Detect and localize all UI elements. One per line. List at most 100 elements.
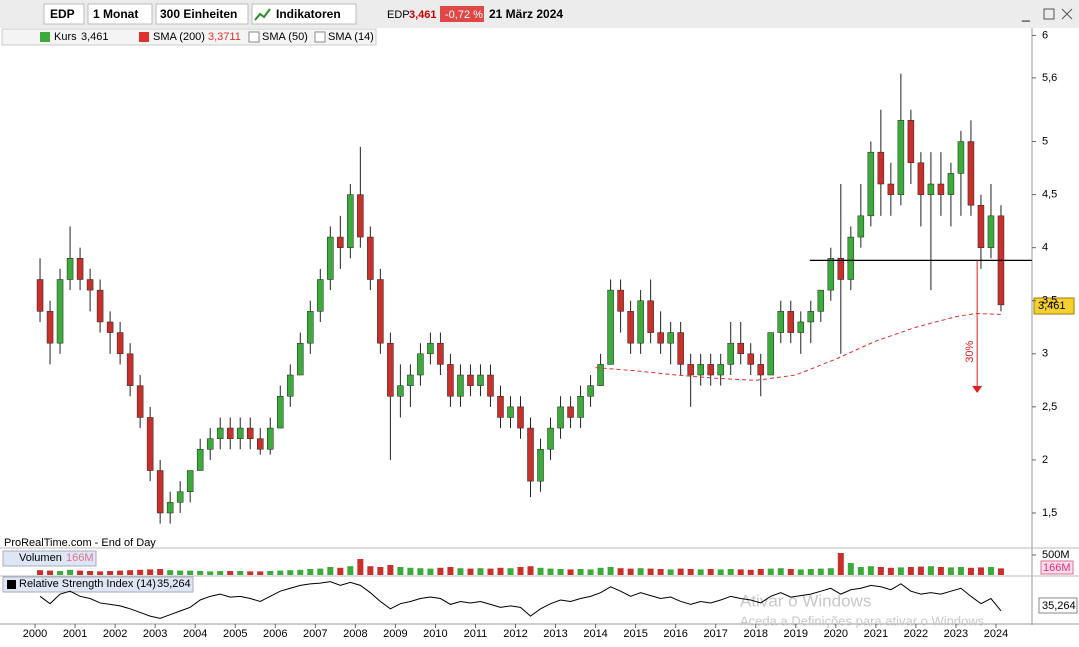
- indicators[interactable]: Indikatoren: [276, 7, 341, 21]
- volume-bar: [87, 571, 94, 575]
- volume-bar: [677, 568, 684, 575]
- y-tick-label: 2: [1042, 454, 1048, 466]
- volume-bar: [917, 566, 924, 575]
- volume-bar: [417, 568, 424, 575]
- x-tick-label: 2007: [303, 628, 327, 640]
- units-box[interactable]: [155, 3, 249, 25]
- y-tick-label: 3: [1042, 348, 1048, 360]
- x-tick-label: 2011: [464, 628, 488, 640]
- x-tick-label: 2000: [23, 628, 47, 640]
- symbol-box[interactable]: [43, 3, 85, 25]
- candle-body: [166, 502, 174, 514]
- volume-bar: [847, 563, 854, 575]
- x-tick-label: 2012: [503, 628, 527, 640]
- source: ProRealTime.com - End of Day: [4, 537, 156, 549]
- volume-bar: [977, 567, 984, 575]
- candle-body: [887, 183, 895, 195]
- x-tick-label: 2022: [904, 628, 928, 640]
- candle-body: [777, 311, 785, 333]
- volume-bar: [687, 569, 694, 575]
- legend-price-value: 3,461: [81, 31, 109, 43]
- volume-bar: [927, 566, 934, 575]
- maximize[interactable]: [1043, 8, 1055, 20]
- quote-change: -0,72 %: [445, 9, 483, 21]
- price-marker-label: 3,461: [1038, 300, 1066, 312]
- candle-body: [307, 311, 314, 344]
- x-tick-label: 2019: [784, 628, 808, 640]
- period-box[interactable]: [87, 3, 153, 25]
- candle-body: [367, 236, 374, 280]
- indicators-icon[interactable]: [254, 8, 271, 21]
- volume-bar: [137, 569, 144, 575]
- volume-marker: [1040, 560, 1074, 575]
- volume-bar: [47, 570, 54, 575]
- volume-bar: [217, 571, 224, 575]
- minimize[interactable]: _: [1021, 6, 1030, 22]
- volume-bar: [407, 567, 414, 575]
- volume-bar: [267, 571, 274, 575]
- volume-bar: [857, 567, 864, 575]
- candle-body: [56, 279, 64, 344]
- candle-body: [46, 311, 54, 344]
- volume-bar: [287, 570, 294, 575]
- candle-body: [837, 258, 845, 280]
- x-tick-label: 2018: [743, 628, 767, 640]
- candle-body: [287, 374, 294, 397]
- candle-body: [697, 364, 704, 376]
- period[interactable]: 1 Monat: [93, 7, 138, 21]
- candle-body: [477, 374, 484, 386]
- volume-bar: [77, 570, 84, 575]
- symbol[interactable]: EDP: [50, 7, 75, 21]
- volume-bar: [937, 567, 944, 575]
- candle-body: [236, 427, 244, 439]
- legend-sma14: SMA (14): [328, 31, 374, 43]
- drop-arrow-head: [972, 386, 983, 394]
- change-badge: [440, 6, 484, 22]
- candle-body: [256, 438, 264, 450]
- indicators-box[interactable]: [251, 3, 357, 25]
- candle-body: [116, 332, 124, 355]
- y-tick-label: 1,5: [1042, 507, 1057, 519]
- candle-body: [216, 427, 224, 439]
- drop-label: 30%: [964, 341, 976, 363]
- candle-body: [397, 385, 404, 397]
- watermark-subtitle: Aceda a Definições para ativar o Windows…: [740, 613, 988, 628]
- volume-bar: [777, 568, 784, 575]
- volume-bar: [897, 567, 904, 575]
- candle-body: [667, 332, 674, 344]
- x-tick-label: 2020: [824, 628, 848, 640]
- x-tick-label: 2008: [343, 628, 367, 640]
- candle-body: [687, 364, 694, 376]
- close[interactable]: [1061, 8, 1073, 20]
- candle-body: [597, 364, 604, 386]
- volume-bar: [727, 569, 734, 575]
- candle-body: [847, 236, 855, 280]
- candle-body: [106, 321, 114, 333]
- candle-body: [977, 204, 985, 248]
- x-tick-label: 2005: [223, 628, 247, 640]
- volume-bar: [667, 569, 674, 575]
- x-tick-label: 2014: [583, 628, 607, 640]
- volume-bar: [657, 569, 664, 575]
- volume-bar: [117, 570, 124, 575]
- volume-bar: [787, 569, 794, 575]
- volume-bar: [647, 568, 654, 575]
- candle-body: [737, 342, 744, 355]
- volume-bar: [967, 567, 974, 575]
- candle-body: [277, 395, 284, 429]
- volume-bar: [187, 570, 194, 575]
- volume-bar: [277, 570, 284, 575]
- candle-body: [487, 374, 494, 397]
- candle-body: [707, 364, 714, 376]
- x-tick-label: 2010: [423, 628, 447, 640]
- legend-price: Kurs: [54, 31, 77, 43]
- volume-bar: [437, 567, 444, 575]
- candle-body: [527, 427, 534, 482]
- rsi-line: [39, 581, 1002, 619]
- volume-bar: [457, 568, 464, 575]
- volume-bar: [247, 571, 254, 575]
- candle-body: [637, 300, 644, 344]
- volume-value: 166M: [66, 552, 94, 564]
- units[interactable]: 300 Einheiten: [160, 7, 237, 21]
